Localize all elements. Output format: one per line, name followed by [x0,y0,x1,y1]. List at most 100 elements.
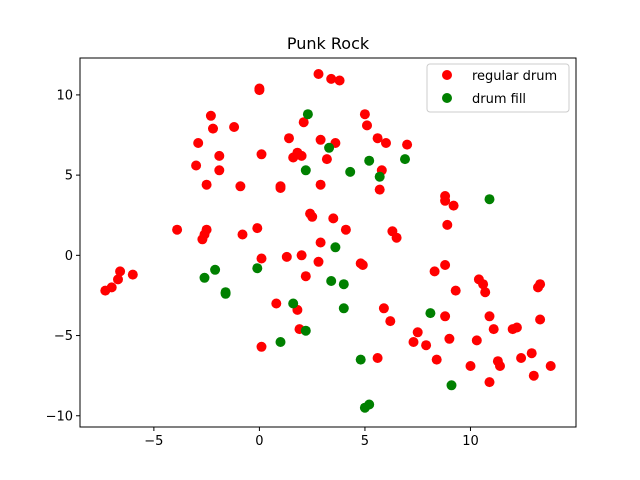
legend: regular drum drum fill [426,63,570,113]
regular-drum-point [115,266,126,277]
regular-drum-point [378,303,389,314]
regular-drum-point [256,253,267,264]
legend-label-regular-drum: regular drum [472,69,557,84]
regular-drum-point [372,353,383,363]
regular-drum-point [535,314,546,325]
drum-fill-point [326,276,337,286]
regular-drum-point [402,139,413,150]
regular-drum-point [528,370,539,381]
regular-drum-point [254,85,265,96]
drum-fill-point [338,303,349,314]
regular-drum-point [495,361,505,371]
regular-drum-point [214,150,225,161]
drum-fill-point [425,308,436,319]
regular-drum-point [326,73,337,84]
regular-drum-point [444,333,455,344]
regular-drum-point [298,117,309,128]
drum-fill-point [355,354,366,365]
regular-drum-point [545,361,556,371]
y-axis: −10 −5 0 5 10 [46,88,80,424]
regular-drum-point [113,274,123,285]
regular-drum-point [442,219,453,230]
regular-drum-point [315,134,326,145]
regular-drum-point [328,213,339,224]
regular-drum-point [208,123,218,134]
regular-drum-point [440,195,451,206]
drum-fill-point [400,154,410,165]
y-tick-label: 10 [56,88,73,103]
regular-drum-point [201,224,212,235]
regular-drum-point [448,200,459,211]
regular-drum-point [193,138,204,148]
chart-title: Punk Rock [287,34,370,53]
drum-fill-point [338,279,349,290]
regular-drum-point [296,250,307,261]
plot-frame [79,57,577,428]
regular-drum-point [450,285,461,296]
regular-drum-point [391,232,402,243]
regular-drum-point [214,165,225,176]
regular-drum-point [511,322,522,333]
regular-drum-point [526,348,537,359]
regular-drum-point [106,282,117,293]
regular-drum-point [408,337,419,347]
regular-drum-point [440,260,451,270]
regular-drum-point [275,183,286,193]
regular-drum-point [440,311,451,322]
regular-drum-point [315,179,326,190]
regular-drum-point [281,251,292,262]
regular-drum-point [334,75,345,86]
regular-drum-point [256,341,267,352]
drum-fill-point [252,263,263,274]
regular-drum-point [205,110,216,121]
regular-drum-point [535,279,546,290]
drum-fill-point [302,109,313,120]
regular-drum-point [172,224,183,235]
drum-fill-point [345,166,356,177]
regular-drum-point [127,269,138,280]
regular-drum-point [296,150,307,161]
drum-fill-point [330,242,341,253]
y-tick-label: 5 [65,169,73,184]
legend-label-drum-fill: drum fill [472,92,526,107]
regular-drum-point [271,298,282,309]
regular-drum-point [197,234,208,245]
drum-fill-point [210,264,221,275]
legend-marker-drum-fill [442,93,452,103]
drum-fill-point [220,288,231,299]
y-tick-label: 0 [65,249,73,264]
points-layer [100,69,556,413]
regular-drum-point [321,154,332,165]
y-tick-label: −5 [54,329,73,344]
drum-fill-point [484,194,495,205]
regular-drum-point [235,181,246,192]
regular-drum-point [465,361,476,371]
regular-drum-point [229,122,240,132]
regular-drum-point [315,237,326,248]
regular-drum-point [431,354,442,365]
regular-drum-point [429,266,440,277]
regular-drum-point [307,211,318,222]
regular-drum-point [480,287,491,298]
regular-drum-point [237,229,248,240]
regular-drum-point [201,179,212,190]
x-tick-label: 10 [462,434,479,449]
regular-drum-point [385,316,396,327]
legend-marker-regular-drum [442,70,452,80]
regular-drum-point [362,120,372,131]
regular-drum-point [340,224,351,235]
regular-drum-point [516,353,527,363]
regular-drum-point [357,260,368,270]
x-axis: −5 0 5 10 [144,427,479,449]
regular-drum-point [381,138,391,148]
regular-drum-point [359,109,370,120]
drum-fill-point [364,399,375,410]
regular-drum-point [252,223,263,234]
drum-fill-point [324,142,335,153]
regular-drum-point [284,133,294,144]
drum-fill-point [300,325,311,336]
regular-drum-point [471,335,482,346]
regular-drum-point [488,324,499,335]
x-tick-label: 5 [361,434,369,449]
